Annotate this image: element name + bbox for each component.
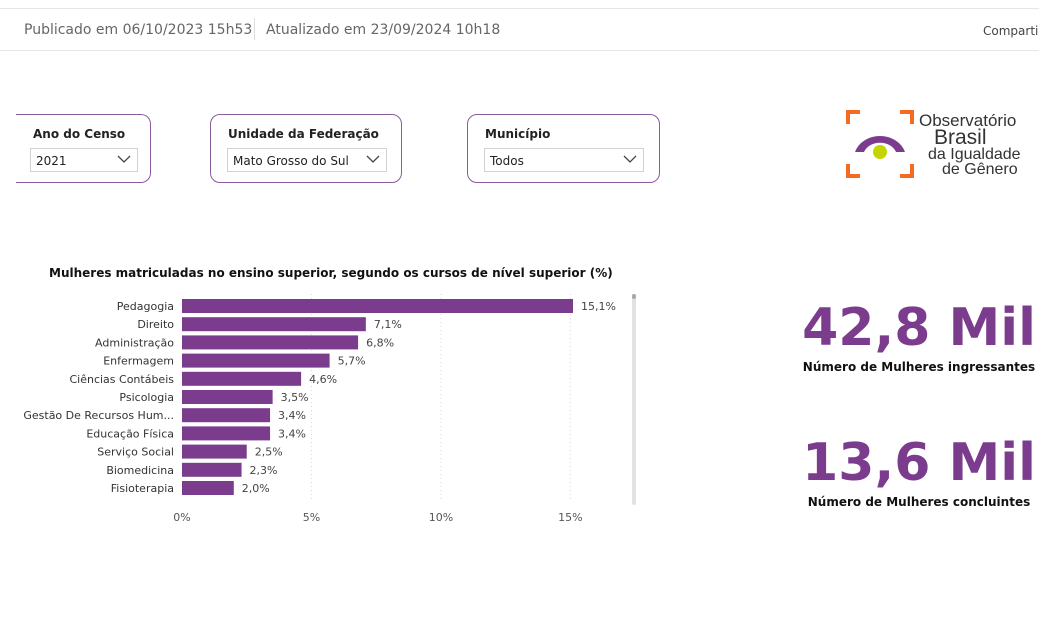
scrollbar-thumb bbox=[632, 294, 636, 299]
category-label: Pedagogia bbox=[117, 300, 174, 313]
x-tick-label: 0% bbox=[173, 511, 190, 524]
uf-dropdown[interactable]: Mato Grosso do Sul bbox=[227, 148, 387, 172]
category-label: Direito bbox=[137, 318, 174, 331]
category-label: Ciências Contábeis bbox=[69, 373, 174, 386]
data-label: 2,0% bbox=[242, 482, 270, 495]
category-label: Fisioterapia bbox=[111, 482, 174, 495]
bar bbox=[182, 371, 302, 386]
category-label: Enfermagem bbox=[103, 355, 174, 368]
uf-filter-label: Unidade da Federação bbox=[228, 127, 379, 141]
bar bbox=[182, 481, 234, 495]
year-filter: Ano do Censo 2021 bbox=[16, 114, 151, 183]
category-label: Administração bbox=[95, 336, 174, 349]
municipio-filter-label: Município bbox=[485, 127, 551, 141]
data-label: 3,4% bbox=[278, 427, 306, 440]
logo-line-4: de Gênero bbox=[942, 161, 1018, 178]
kpi-concluintes: 13,6 Mil Número de Mulheres concluintes bbox=[799, 437, 1039, 509]
updated-date: Atualizado em 23/09/2024 10h18 bbox=[266, 22, 501, 38]
data-label: 2,3% bbox=[250, 464, 278, 477]
bar bbox=[182, 335, 359, 350]
data-label: 15,1% bbox=[581, 300, 616, 313]
x-tick-label: 10% bbox=[429, 511, 453, 524]
municipio-dropdown[interactable]: Todos bbox=[484, 148, 644, 172]
logo-line-3: da Igualdade bbox=[928, 146, 1021, 163]
kpi-ingressantes: 42,8 Mil Número de Mulheres ingressantes bbox=[799, 302, 1039, 374]
bar bbox=[182, 408, 271, 423]
published-date: Publicado em 06/10/2023 15h53 bbox=[24, 22, 253, 38]
kpi-ingressantes-value: 42,8 Mil bbox=[802, 298, 1036, 358]
data-label: 7,1% bbox=[374, 318, 402, 331]
category-label: Serviço Social bbox=[97, 446, 174, 459]
municipio-dropdown-value: Todos bbox=[490, 154, 524, 168]
data-label: 3,4% bbox=[278, 409, 306, 422]
bar bbox=[182, 462, 242, 477]
category-label: Gestão De Recursos Hum... bbox=[23, 409, 174, 422]
uf-dropdown-value: Mato Grosso do Sul bbox=[233, 154, 349, 168]
kpi-concluintes-value: 13,6 Mil bbox=[802, 433, 1036, 493]
chevron-down-icon bbox=[117, 155, 131, 163]
kpi-concluintes-caption: Número de Mulheres concluintes bbox=[807, 495, 1031, 509]
year-dropdown[interactable]: 2021 bbox=[30, 148, 138, 172]
logo-mark-icon bbox=[846, 110, 914, 178]
scrollbar-track bbox=[632, 294, 636, 505]
top-bar: Publicado em 06/10/2023 15h53 Atualizado… bbox=[0, 8, 1039, 51]
municipio-filter: Município Todos bbox=[467, 114, 660, 183]
x-tick-label: 15% bbox=[558, 511, 582, 524]
bar bbox=[182, 426, 271, 441]
x-tick-label: 5% bbox=[303, 511, 320, 524]
share-button[interactable]: Compartil bbox=[983, 24, 1039, 38]
data-label: 3,5% bbox=[281, 391, 309, 404]
header-divider bbox=[254, 18, 255, 40]
chevron-down-icon bbox=[623, 155, 637, 163]
data-label: 2,5% bbox=[255, 446, 283, 459]
year-filter-label: Ano do Censo bbox=[33, 127, 126, 141]
bar bbox=[182, 299, 573, 313]
observatorio-logo: Observatório Brasil da Igualdade de Gêne… bbox=[846, 110, 1032, 180]
category-label: Educação Física bbox=[86, 427, 174, 440]
category-label: Psicologia bbox=[119, 391, 174, 404]
chart-title: Mulheres matriculadas no ensino superior… bbox=[49, 266, 613, 280]
category-label: Biomedicina bbox=[106, 464, 174, 477]
bar bbox=[182, 390, 273, 404]
data-label: 4,6% bbox=[309, 373, 337, 386]
bar bbox=[182, 353, 330, 368]
chevron-down-icon bbox=[366, 155, 380, 163]
data-label: 5,7% bbox=[338, 355, 366, 368]
year-dropdown-value: 2021 bbox=[36, 154, 67, 168]
data-label: 6,8% bbox=[366, 336, 394, 349]
uf-filter: Unidade da Federação Mato Grosso do Sul bbox=[210, 114, 402, 183]
logo-line-1: Observatório bbox=[919, 111, 1017, 130]
bar bbox=[182, 317, 366, 332]
kpi-ingressantes-caption: Número de Mulheres ingressantes bbox=[802, 360, 1036, 374]
logo-line-2: Brasil bbox=[934, 126, 987, 149]
bar-chart: 0% 5% 10% 15% Pedagogia 15,1% Direito 7,1% Admin… bbox=[23, 294, 636, 524]
bar bbox=[182, 444, 247, 459]
